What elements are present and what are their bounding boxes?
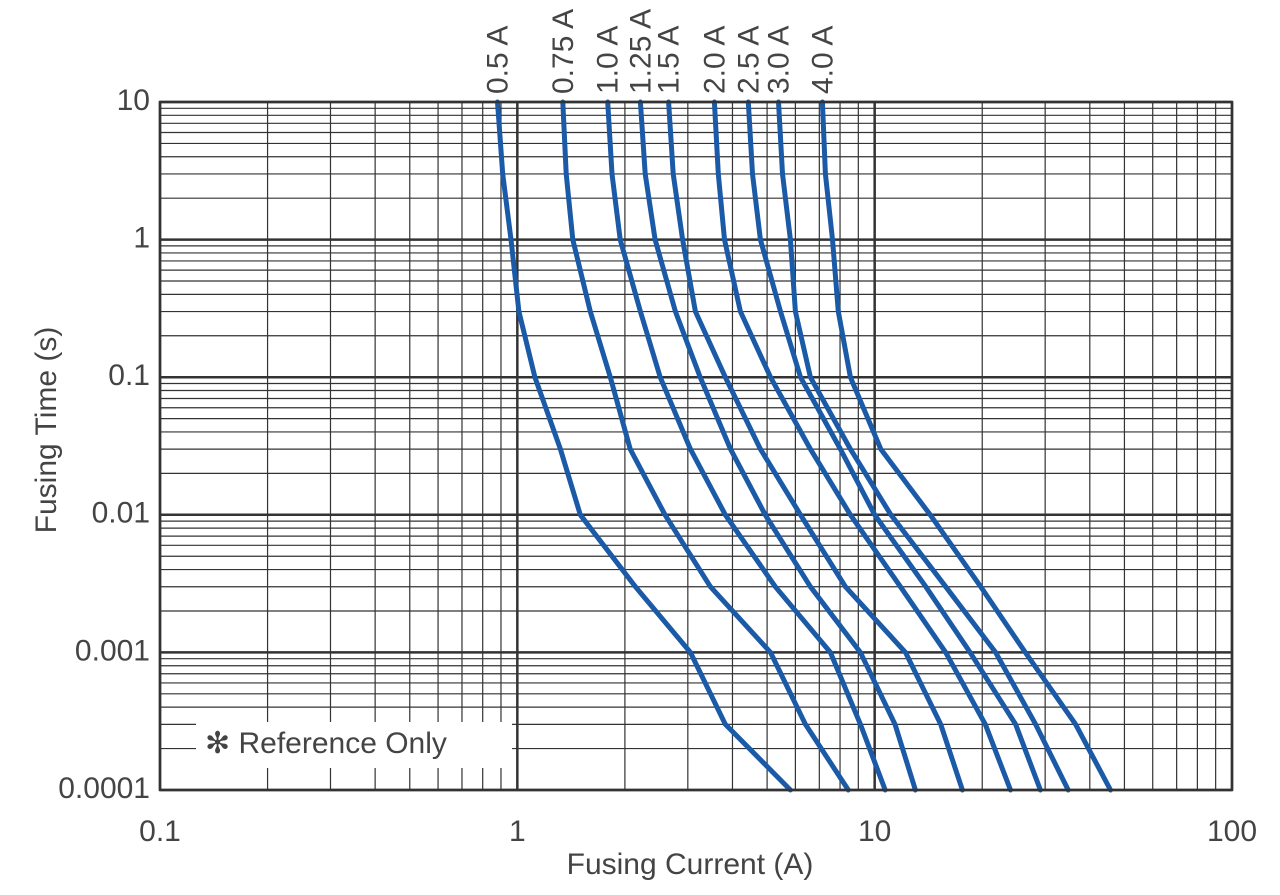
fuse-curve xyxy=(745,99,1043,793)
curve-label: 3.0 A xyxy=(762,26,795,94)
fuse-curve xyxy=(605,99,888,793)
labels: 0.1 1 10 100 0.0001 0.001 0.01 0.1 1 10 0.5 A 0.75 … xyxy=(58,9,1257,848)
curve-label: 0.5 A xyxy=(481,26,514,94)
annotation: ✻ Reference Only xyxy=(205,727,447,760)
x-tick-label: 100 xyxy=(1207,815,1257,848)
y-tick-label: 1 xyxy=(133,222,150,255)
curves xyxy=(495,99,1113,793)
y-tick-label: 0.1 xyxy=(108,359,150,392)
y-axis-label: Fusing Time (s) xyxy=(30,327,63,534)
x-axis-label: Fusing Current (A) xyxy=(567,848,814,881)
curve-label: 1.5 A xyxy=(653,26,686,94)
fuse-curve xyxy=(776,99,1071,793)
x-tick-label: 1 xyxy=(509,815,526,848)
plot-frame xyxy=(158,100,1234,792)
curve-label: 2.5 A xyxy=(732,26,765,94)
annotation-box xyxy=(196,722,512,768)
curve-label: 1.25 A xyxy=(624,9,657,94)
fuse-curve xyxy=(495,99,793,793)
curve-label: 1.0 A xyxy=(592,26,625,94)
y-tick-label: 0.0001 xyxy=(58,772,150,805)
y-tick-label: 0.01 xyxy=(92,497,150,530)
y-tick-label: 10 xyxy=(117,84,150,117)
x-tick-label: 10 xyxy=(858,815,891,848)
fuse-curve xyxy=(560,99,851,793)
curve-label: 4.0 A xyxy=(806,26,839,94)
x-tick-label: 0.1 xyxy=(139,815,181,848)
fuse-curve xyxy=(819,99,1113,793)
grid xyxy=(158,100,1234,792)
curve-label: 0.75 A xyxy=(547,9,580,94)
curve-label: 2.0 A xyxy=(698,26,731,94)
fuse-curve xyxy=(666,99,965,793)
y-tick-label: 0.001 xyxy=(75,634,150,667)
fuse-curve xyxy=(637,99,918,793)
fuse-curve xyxy=(711,99,1013,793)
